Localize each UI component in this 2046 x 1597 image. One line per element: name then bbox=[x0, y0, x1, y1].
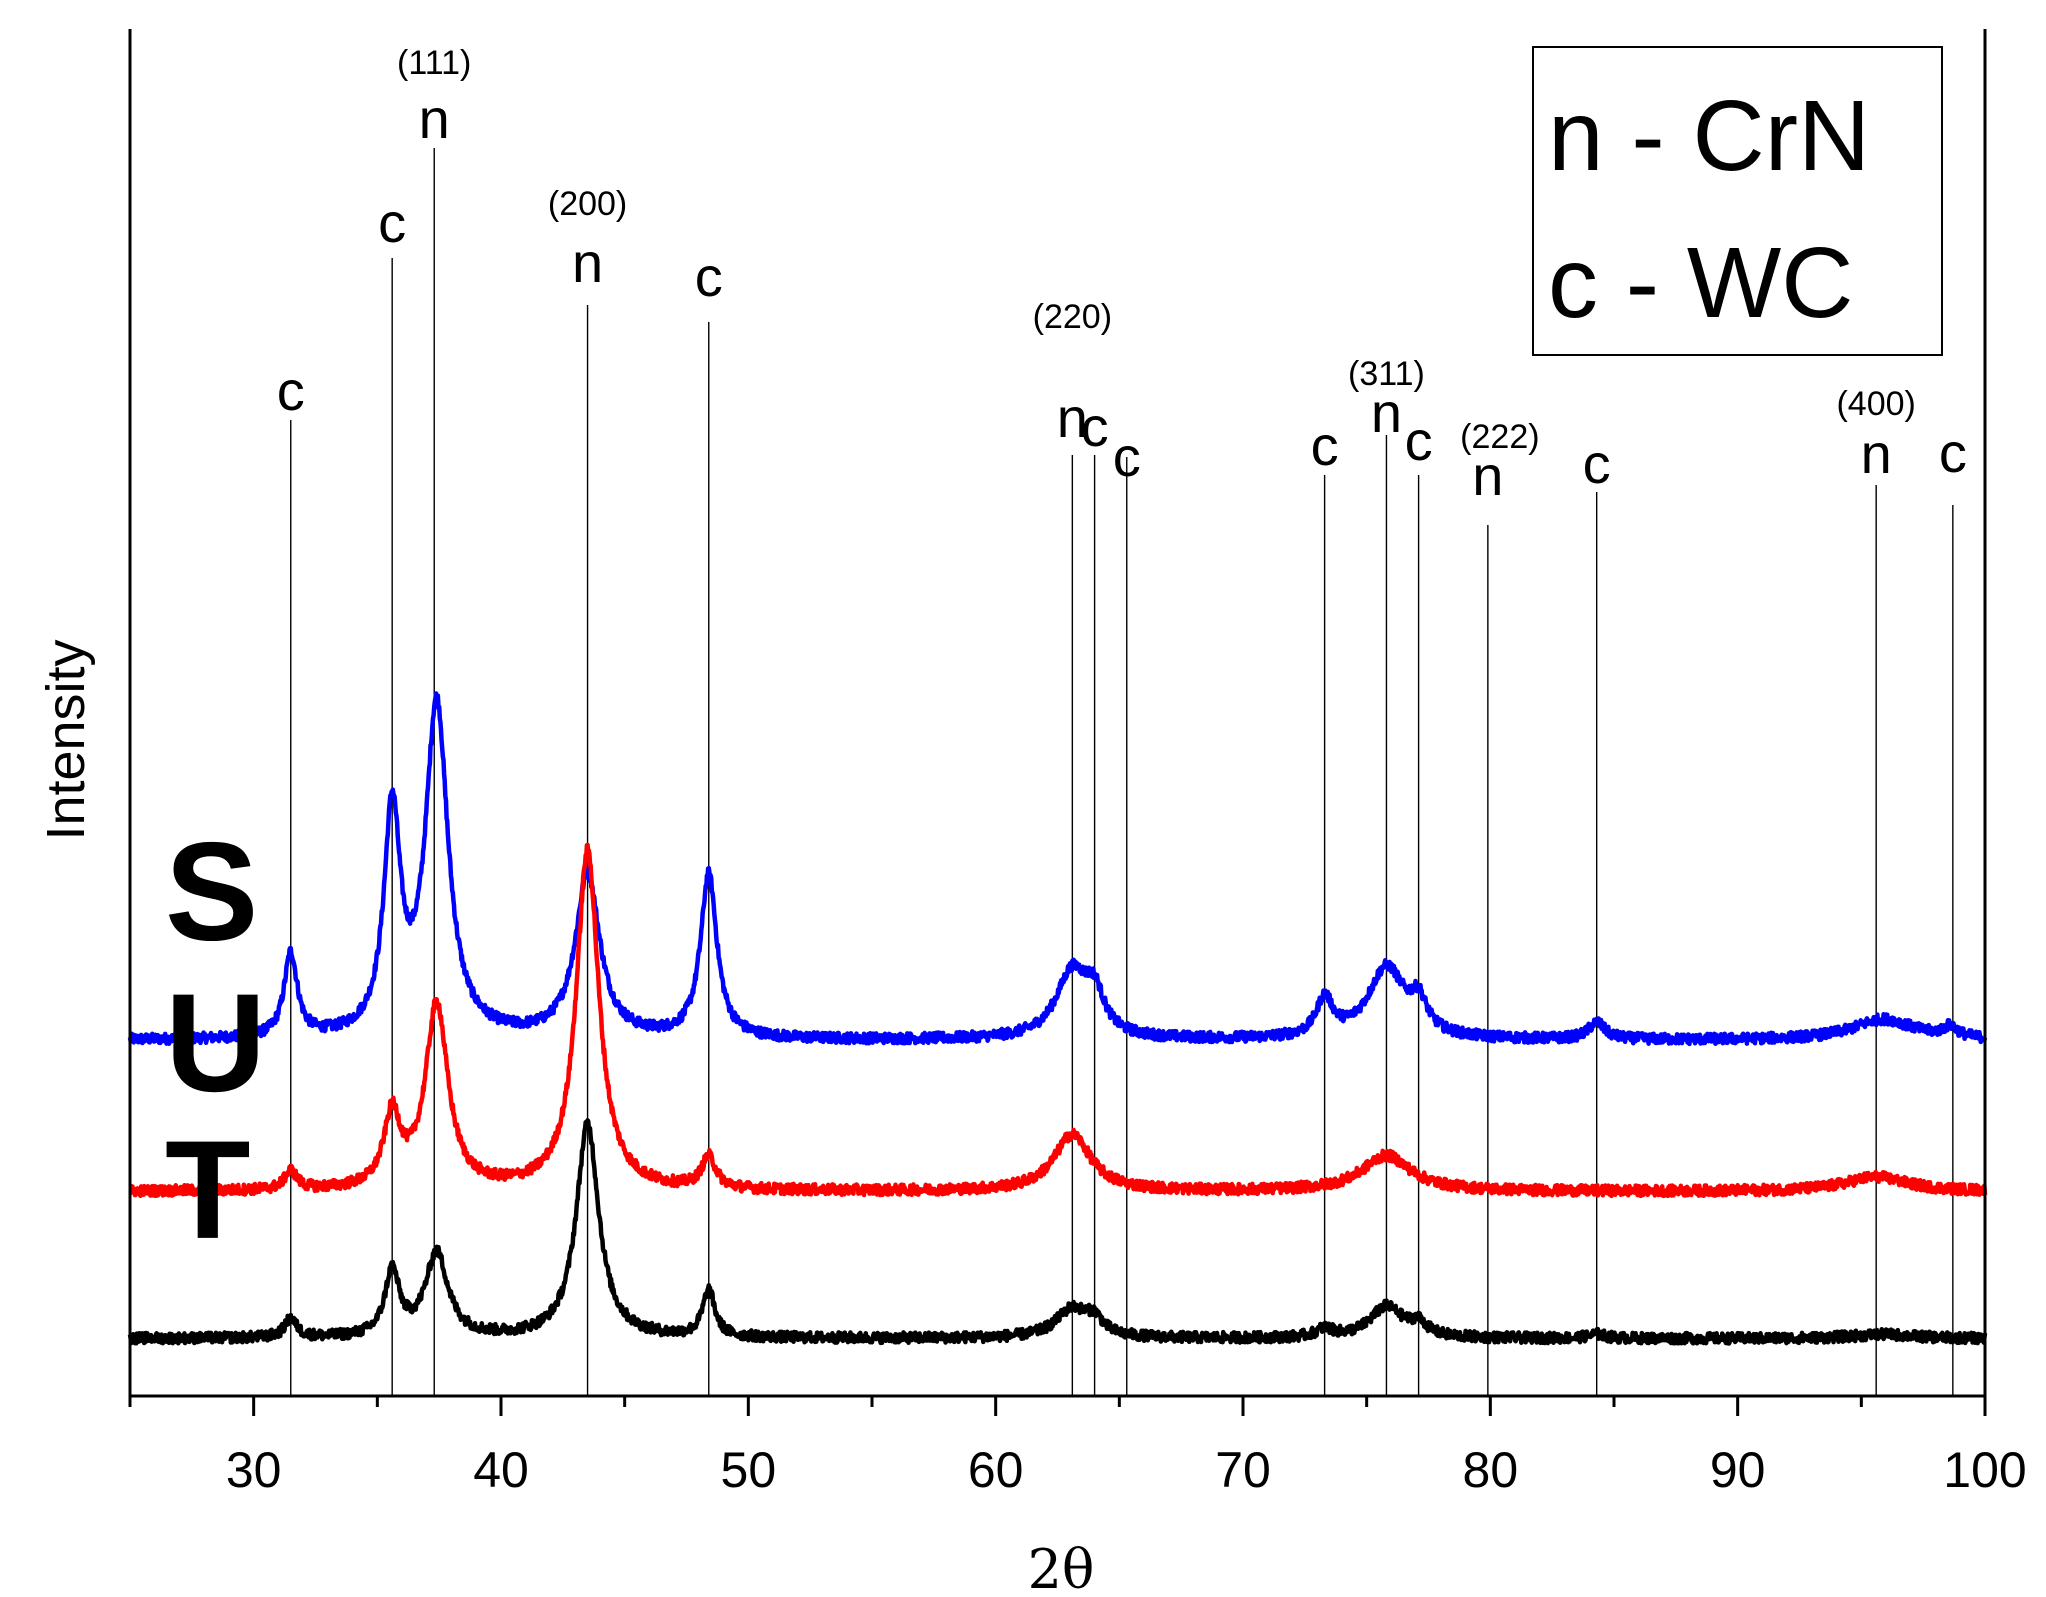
x-tick-label: 40 bbox=[473, 1442, 529, 1498]
peak-label: n bbox=[419, 87, 450, 150]
peak-label: c bbox=[1311, 414, 1339, 477]
x-tick-label: 100 bbox=[1943, 1442, 2026, 1498]
x-tick-label: 60 bbox=[968, 1442, 1024, 1498]
hkl-label: (220) bbox=[1033, 298, 1112, 336]
legend-entry-wc: c - WC bbox=[1548, 227, 1853, 339]
series-label-t: T bbox=[165, 1111, 251, 1268]
peak-label: c bbox=[277, 359, 305, 422]
peak-label: c bbox=[1081, 395, 1109, 458]
series-labels: SUT bbox=[165, 813, 266, 1268]
series-label-u: U bbox=[165, 964, 266, 1121]
x-tick-label: 80 bbox=[1463, 1442, 1519, 1498]
x-tick-label: 90 bbox=[1710, 1442, 1766, 1498]
peak-label: c bbox=[1583, 432, 1611, 495]
peak-label: n bbox=[1371, 381, 1402, 444]
reference-lines bbox=[290, 148, 1954, 1396]
series-group bbox=[127, 691, 1988, 1346]
hkl-label: (400) bbox=[1836, 385, 1915, 423]
y-axis-label: Intensity bbox=[36, 639, 96, 840]
x-tick-label: 50 bbox=[721, 1442, 777, 1498]
peak-label: c bbox=[378, 191, 406, 254]
x-axis-label: 2θ bbox=[1028, 1538, 1095, 1597]
axes: 30 40 50 60 70 80 90 100 bbox=[128, 29, 2027, 1498]
peak-label: n bbox=[1861, 422, 1892, 485]
peak-label: n bbox=[572, 231, 603, 294]
peak-label: n bbox=[1472, 444, 1503, 507]
legend-entry-crn: n - CrN bbox=[1548, 80, 1870, 192]
peak-labels: ccn(111)n(200)cn(220)c c cn(311)cn(222) c n(… bbox=[277, 44, 1967, 507]
legend-frame bbox=[1532, 46, 1943, 356]
hkl-label: (200) bbox=[548, 185, 627, 223]
peak-label: c bbox=[1113, 425, 1141, 488]
hkl-label: (311) bbox=[1348, 355, 1425, 393]
legend-box: n - CrN c - WC bbox=[1532, 46, 1943, 356]
series-u-line bbox=[128, 842, 1988, 1199]
peak-label: c bbox=[695, 245, 723, 308]
x-tick-label: 70 bbox=[1215, 1442, 1271, 1498]
hkl-label: (111) bbox=[397, 44, 471, 82]
series-label-s: S bbox=[165, 813, 258, 970]
series-s-line bbox=[127, 691, 1988, 1047]
hkl-label: (222) bbox=[1460, 418, 1539, 456]
peak-label: c bbox=[1939, 421, 1967, 484]
peak-label: n bbox=[1057, 386, 1088, 449]
peak-label: c bbox=[1405, 409, 1433, 472]
series-t-line bbox=[127, 1118, 1988, 1346]
x-tick-label: 30 bbox=[226, 1442, 282, 1498]
